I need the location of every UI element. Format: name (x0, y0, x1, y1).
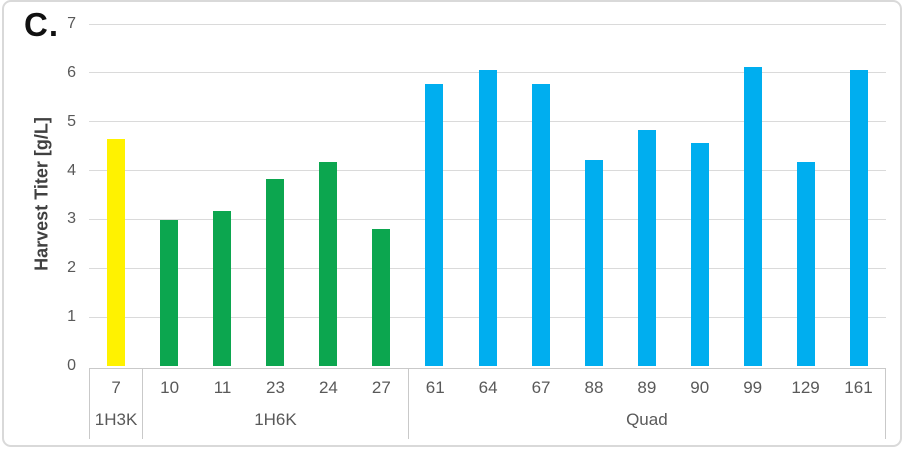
panel-label: C. (24, 6, 59, 43)
category-label-88: 88 (584, 378, 604, 397)
category-label-99: 99 (743, 378, 763, 397)
bar-61 (425, 84, 444, 366)
y-axis-tick-labels: 0 1 2 3 4 5 6 7 (4, 15, 76, 374)
bar-23 (265, 179, 284, 366)
bar-129 (797, 161, 816, 366)
bar-11 (212, 211, 231, 366)
y-tick-label-5: 5 (67, 112, 76, 130)
category-label-24: 24 (318, 378, 338, 397)
category-label-64: 64 (478, 378, 498, 397)
bar-99 (744, 66, 763, 366)
category-label-161: 161 (844, 378, 873, 397)
group-label-1H3K: 1H3K (94, 410, 138, 429)
category-label-23: 23 (266, 378, 285, 397)
bar-161 (850, 70, 869, 366)
y-tick-label-2: 2 (67, 259, 76, 277)
bar-27 (372, 229, 391, 366)
plot-area (89, 23, 886, 366)
bar-89 (637, 129, 656, 366)
category-axis-band: 7 1H3K 10 11 23 24 27 1H6K 61 64 67 88 89 90 99 129 161 Q… (89, 368, 886, 439)
axis-group-numbers: 61 64 67 88 89 90 99 129 161 (409, 369, 885, 407)
bar-88 (584, 160, 603, 366)
y-tick-label-4: 4 (67, 161, 76, 179)
group-label-Quad: Quad (626, 410, 668, 429)
category-label-90: 90 (690, 378, 710, 397)
axis-group-numbers: 10 11 23 24 27 (143, 369, 408, 407)
axis-group-numbers: 7 (90, 369, 142, 407)
axis-group-1H3K: 7 1H3K (89, 369, 142, 439)
bar-67 (531, 84, 550, 366)
y-tick-label-7: 7 (67, 15, 76, 32)
gridline-y7 (89, 23, 886, 25)
category-label-7: 7 (111, 378, 121, 397)
y-tick-label-6: 6 (67, 63, 76, 81)
category-label-89: 89 (637, 378, 657, 397)
category-label-11: 11 (213, 378, 232, 397)
bar-64 (478, 70, 497, 366)
y-tick-label-1: 1 (67, 308, 76, 326)
category-label-129: 129 (791, 378, 820, 397)
y-tick-label-3: 3 (67, 210, 76, 228)
category-label-61: 61 (425, 378, 445, 397)
group-label-1H6K: 1H6K (254, 410, 297, 429)
bar-24 (319, 161, 338, 366)
category-label-10: 10 (160, 378, 180, 397)
y-tick-label-0: 0 (67, 357, 76, 374)
category-label-67: 67 (531, 378, 551, 397)
bar-7 (106, 139, 125, 366)
axis-group-1H6K: 10 11 23 24 27 1H6K (142, 369, 408, 439)
category-label-27: 27 (371, 378, 391, 397)
bar-10 (159, 220, 178, 366)
bar-90 (691, 142, 710, 366)
axis-group-Quad: 61 64 67 88 89 90 99 129 161 Quad (407, 369, 886, 439)
